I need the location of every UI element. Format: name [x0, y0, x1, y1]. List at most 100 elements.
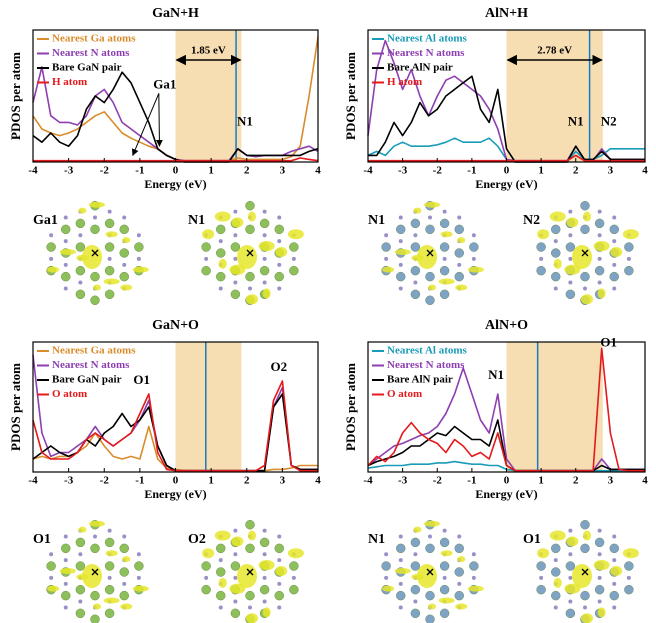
atom [610, 272, 619, 281]
charge-lobe [382, 267, 394, 273]
x-tick-label: 3 [608, 475, 614, 487]
legend-label: Bare GaN pair [52, 62, 122, 74]
n-atom [583, 286, 587, 290]
n-atom [277, 582, 281, 586]
charge-lobe [47, 267, 59, 273]
n-atom [219, 605, 223, 609]
charge-lobe [623, 548, 639, 558]
charge-lobe [248, 212, 256, 222]
atom [440, 243, 449, 252]
x-tick-label: 0 [173, 165, 179, 177]
charge-lobe [78, 527, 86, 533]
atom [411, 266, 420, 275]
x-tick-label: -4 [363, 165, 373, 177]
atom [440, 266, 449, 275]
n-atom [277, 535, 281, 539]
atom [537, 243, 546, 252]
n-atom [263, 233, 267, 237]
atom [426, 544, 435, 553]
n-atom [598, 529, 602, 533]
charge-lobe [424, 521, 440, 527]
n-atom [233, 233, 237, 237]
x-tick-label: 4 [315, 475, 321, 487]
charge-lobe [598, 288, 606, 298]
gap-label: 1.85 eV [191, 45, 226, 57]
charge-lobe [215, 531, 231, 541]
legend-label: Nearest Al atoms [387, 33, 468, 45]
structure: O1 [33, 520, 149, 623]
x-tick-label: -2 [433, 165, 443, 177]
n-atom [277, 263, 281, 267]
charge-lobe [439, 597, 455, 603]
legend-label: H atom [52, 76, 87, 88]
n-atom [122, 582, 126, 586]
n-atom [233, 529, 237, 533]
x-tick-label: 2 [244, 475, 250, 487]
n-atom [384, 233, 388, 237]
atom [61, 544, 70, 553]
n-atom [457, 216, 461, 220]
atom [216, 568, 225, 577]
x-tick-label: -1 [467, 475, 476, 487]
n-atom [598, 280, 602, 284]
panel: GaN+O-4-3-2-101234Energy (eV)PDOS per at… [8, 318, 321, 623]
atom [202, 585, 211, 594]
atom [440, 562, 449, 571]
atom [76, 243, 85, 252]
charge-lobe [550, 212, 566, 222]
atom [581, 544, 590, 553]
annotation: N1 [237, 113, 253, 128]
atom [231, 609, 240, 618]
n-atom [568, 599, 572, 603]
x-tick-label: -1 [135, 165, 144, 177]
n-atom [413, 552, 417, 556]
atom [551, 225, 560, 234]
n-atom [539, 257, 543, 261]
n-atom [219, 286, 223, 290]
y-axis-label: PDOS per atom [343, 52, 358, 140]
atom [76, 609, 85, 618]
n-atom [263, 210, 267, 214]
x-tick-label: 1 [538, 165, 544, 177]
n-atom [64, 239, 68, 243]
atom [105, 562, 114, 571]
atom [455, 225, 464, 234]
legend-label: O atom [52, 388, 87, 400]
atom [105, 609, 114, 618]
n-atom [233, 576, 237, 580]
atom [216, 249, 225, 258]
charge-lobe [417, 245, 437, 269]
atom [134, 243, 143, 252]
n-atom [277, 216, 281, 220]
x-axis-label: Energy (eV) [144, 487, 206, 501]
charge-lobe [104, 597, 120, 603]
charge-lobe [428, 603, 436, 609]
n-atom [598, 599, 602, 603]
atom [624, 243, 633, 252]
x-tick-label: 3 [280, 165, 286, 177]
atom [47, 562, 56, 571]
n-atom [554, 605, 558, 609]
n-atom [277, 605, 281, 609]
atom [469, 243, 478, 252]
charge-lobe [554, 259, 562, 269]
annotation: N1 [568, 113, 584, 128]
legend-label: Nearest Ga atoms [52, 33, 136, 45]
atom [396, 544, 405, 553]
n-atom [568, 576, 572, 580]
atom [120, 225, 129, 234]
annotation: Ga1 [153, 76, 176, 91]
n-atom [457, 535, 461, 539]
n-atom [137, 552, 141, 556]
charge-lobe [60, 568, 76, 574]
charge-lobe [246, 294, 258, 304]
atom [289, 562, 298, 571]
atom [537, 266, 546, 275]
structure: N2 [523, 201, 639, 305]
charge-lobe [106, 231, 118, 237]
n-atom [457, 263, 461, 267]
atom [246, 591, 255, 600]
charge-lobe [219, 259, 227, 269]
atom [275, 272, 284, 281]
n-atom [443, 529, 447, 533]
